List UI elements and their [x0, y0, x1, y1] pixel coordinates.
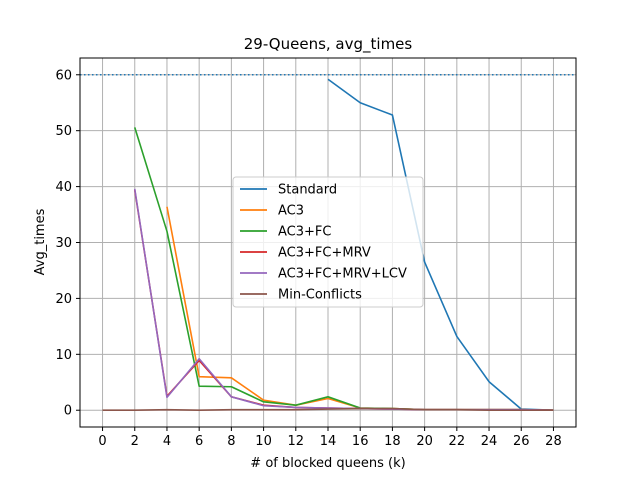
x-tick-label: 14: [320, 434, 337, 449]
x-tick-label: 8: [227, 434, 235, 449]
legend-label: AC3: [278, 204, 304, 219]
y-axis-label: Avg_times: [33, 208, 48, 275]
y-tick-label: 0: [64, 404, 72, 419]
y-tick-label: 60: [55, 68, 72, 83]
x-tick-label: 28: [545, 434, 562, 449]
x-tick-label: 6: [195, 434, 203, 449]
x-tick-label: 10: [255, 434, 272, 449]
legend-label: AC3+FC+MRV: [278, 246, 371, 261]
chart-title: 29-Queens, avg_times: [244, 35, 413, 54]
x-tick-label: 16: [352, 434, 369, 449]
x-tick-label: 0: [98, 434, 106, 449]
y-tick-label: 10: [55, 348, 72, 363]
series-layer: [102, 78, 554, 412]
x-tick-label: 22: [449, 434, 466, 449]
x-tick-label: 24: [481, 434, 498, 449]
y-tick-label: 50: [55, 124, 72, 139]
legend-box: [232, 176, 424, 308]
x-axis-label: # of blocked queens (k): [250, 456, 405, 471]
series-line-standard: [327, 78, 554, 412]
x-tick-label: 2: [131, 434, 139, 449]
legend: Standard AC3 AC3+FC AC3+FC+MRV AC3+FC+MRV+LC…: [232, 176, 424, 308]
y-tick-label: 40: [55, 180, 72, 195]
legend-label: AC3+FC+MRV+LCV: [278, 267, 407, 282]
x-tick-label: 26: [513, 434, 530, 449]
x-tick-label: 12: [288, 434, 305, 449]
x-tick-label: 20: [416, 434, 433, 449]
legend-label: Min-Conflicts: [278, 288, 362, 303]
legend-label: AC3+FC: [278, 225, 331, 240]
x-tick-label: 18: [384, 434, 401, 449]
series-line-min-conflicts: [102, 407, 554, 412]
y-tick-label: 20: [55, 292, 72, 307]
y-axis-ticks: 0 10 20 30 40 50 60: [55, 68, 80, 419]
legend-label: Standard: [278, 183, 337, 198]
y-tick-label: 30: [55, 236, 72, 251]
x-axis-ticks: 0 2 4 6 8 10 12 14 16 18 20 22 24 26 28: [98, 427, 562, 449]
x-tick-label: 4: [163, 434, 171, 449]
